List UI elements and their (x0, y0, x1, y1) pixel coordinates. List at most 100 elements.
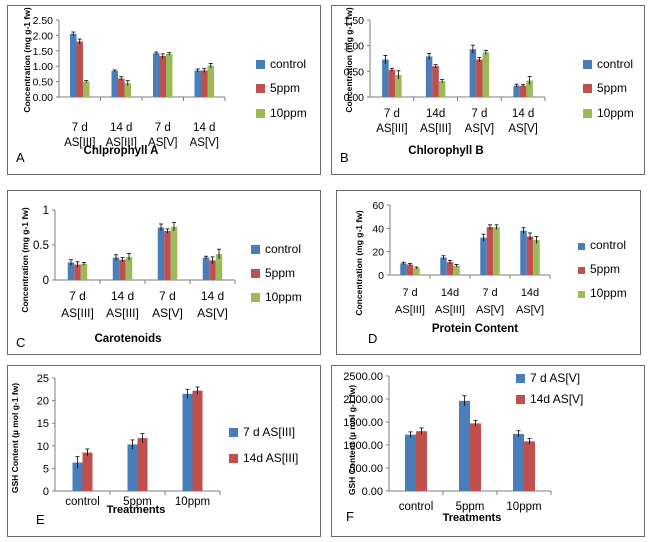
bar-7-d-as-iii- (127, 444, 138, 491)
bar-5ppm (159, 56, 166, 97)
bar-10ppm (453, 265, 460, 275)
bar-5ppm (519, 85, 527, 97)
x-category-label: 5ppm (456, 501, 485, 513)
legend-swatch (578, 243, 585, 250)
x-category-label: 7 d (402, 287, 417, 299)
x-category-label: AS[III] (64, 137, 95, 149)
legend-label: 7 d AS[V] (530, 371, 580, 385)
y-tick-label: 2500.00 (343, 371, 383, 383)
chart-title: Protein Content (432, 323, 518, 335)
bar-control (469, 49, 477, 97)
legend-swatch (583, 84, 592, 93)
bar-5ppm (74, 264, 81, 280)
legend-label: 5ppm (265, 266, 295, 280)
bar-control (520, 230, 527, 275)
bar-5ppm (76, 41, 83, 97)
bar-7-d-as-v- (513, 433, 524, 491)
panel-letter: C (16, 335, 25, 350)
bar-control (480, 237, 487, 275)
bar-10ppm (395, 74, 402, 97)
y-tick-label: 10 (37, 441, 49, 453)
y-tick-label: 60 (372, 200, 384, 212)
x-category-label: 14 d (512, 108, 534, 120)
bar-10ppm (493, 227, 500, 275)
bar-5ppm (209, 260, 216, 280)
y-axis-title: GSH Content (µ mol g-1 fw) (347, 385, 357, 495)
legend-label: 14d AS[V] (530, 392, 583, 406)
x-category-label: 14 d (110, 122, 132, 134)
panel-letter: A (16, 150, 25, 165)
x-category-label: AS[III] (106, 137, 137, 149)
y-tick-label: 1.00 (344, 41, 365, 53)
y-tick-label: 0 (43, 486, 49, 498)
legend-swatch (578, 291, 585, 298)
bar-14d-as-iii- (82, 452, 93, 491)
y-tick-label: 1500.00 (343, 417, 383, 429)
y-tick-label: 0 (43, 275, 49, 287)
y-tick-label: 20 (372, 247, 384, 259)
legend-swatch (229, 454, 238, 463)
bar-10ppm (413, 268, 420, 275)
legend-swatch (583, 109, 592, 118)
bar-control (153, 53, 160, 97)
bar-10ppm (533, 240, 540, 275)
chart-d: 0 20 40 60 7 d AS[III] 14d AS[III] 7 d AS[V] 14d AS… (354, 200, 627, 346)
y-tick-label: 40 (372, 223, 384, 235)
y-tick-label: 20 (37, 396, 49, 408)
y-tick-label: 1 (43, 205, 49, 217)
legend-swatch (256, 60, 265, 69)
x-category-label: 7 d (482, 287, 497, 299)
y-tick-label: 2.00 (33, 30, 54, 42)
bar-5ppm (164, 231, 171, 280)
legend-label: 10ppm (590, 286, 627, 300)
y-tick-label: 500.00 (349, 463, 383, 475)
x-category-label: 14d (521, 287, 539, 299)
y-tick-label: 0.00 (344, 92, 365, 104)
bar-5ppm (118, 78, 125, 97)
bar-control (157, 227, 165, 280)
bar-10ppm (80, 263, 88, 280)
legend-label: 5ppm (590, 262, 620, 276)
y-tick-label: 0.5 (33, 240, 49, 252)
legend-swatch (256, 109, 265, 118)
legend-swatch (516, 395, 525, 404)
bar-10ppm (166, 53, 173, 97)
y-tick-label: 0 (378, 270, 384, 282)
x-category-label: AS[III] (420, 123, 451, 135)
bar-10ppm (170, 226, 178, 280)
legend-label: 5ppm (270, 81, 300, 95)
bar-5ppm (526, 236, 534, 275)
legend-label: control (265, 242, 301, 256)
x-category-label: 7 d (72, 122, 88, 134)
x-category-label: 14 d (201, 289, 224, 303)
x-category-label: AS[V] (476, 304, 504, 316)
bar-14d-as-iii- (137, 438, 148, 491)
legend-swatch (583, 60, 592, 69)
y-tick-label: 0.00 (362, 486, 383, 498)
y-axis-title: GSH Content (µ mol g-1 fw) (10, 383, 20, 493)
panel-letter: D (368, 331, 377, 346)
legend-label: 14d AS[III] (243, 451, 298, 465)
legend-label: 5ppm (597, 81, 627, 95)
bar-control (111, 70, 118, 97)
x-category-label: 7 d (69, 289, 86, 303)
bar-control (382, 59, 389, 97)
chart-title: Chlorophyll B (408, 145, 483, 157)
bar-5ppm (388, 69, 396, 97)
bar-control (70, 33, 77, 97)
y-tick-label: 25 (37, 373, 49, 385)
bar-10ppm (482, 52, 490, 97)
y-tick-label: 1.00 (33, 61, 54, 73)
x-category-label: AS[III] (61, 306, 94, 320)
y-tick-label: 1000.00 (343, 440, 383, 452)
x-category-label: AS[V] (190, 137, 219, 149)
bar-control (112, 257, 120, 280)
x-category-label: control (399, 501, 434, 513)
legend-label: 7 d AS[III] (243, 425, 295, 439)
panel-letter: B (340, 150, 349, 165)
bar-14d-as-iii- (192, 390, 203, 491)
x-category-label: 5ppm (123, 496, 152, 508)
x-category-label: 14d (426, 108, 445, 120)
chart-e: 0 5 10 15 20 25 control 5ppm 10ppm GSH Content (µ… (10, 373, 298, 527)
y-tick-label: 2.50 (33, 15, 54, 27)
